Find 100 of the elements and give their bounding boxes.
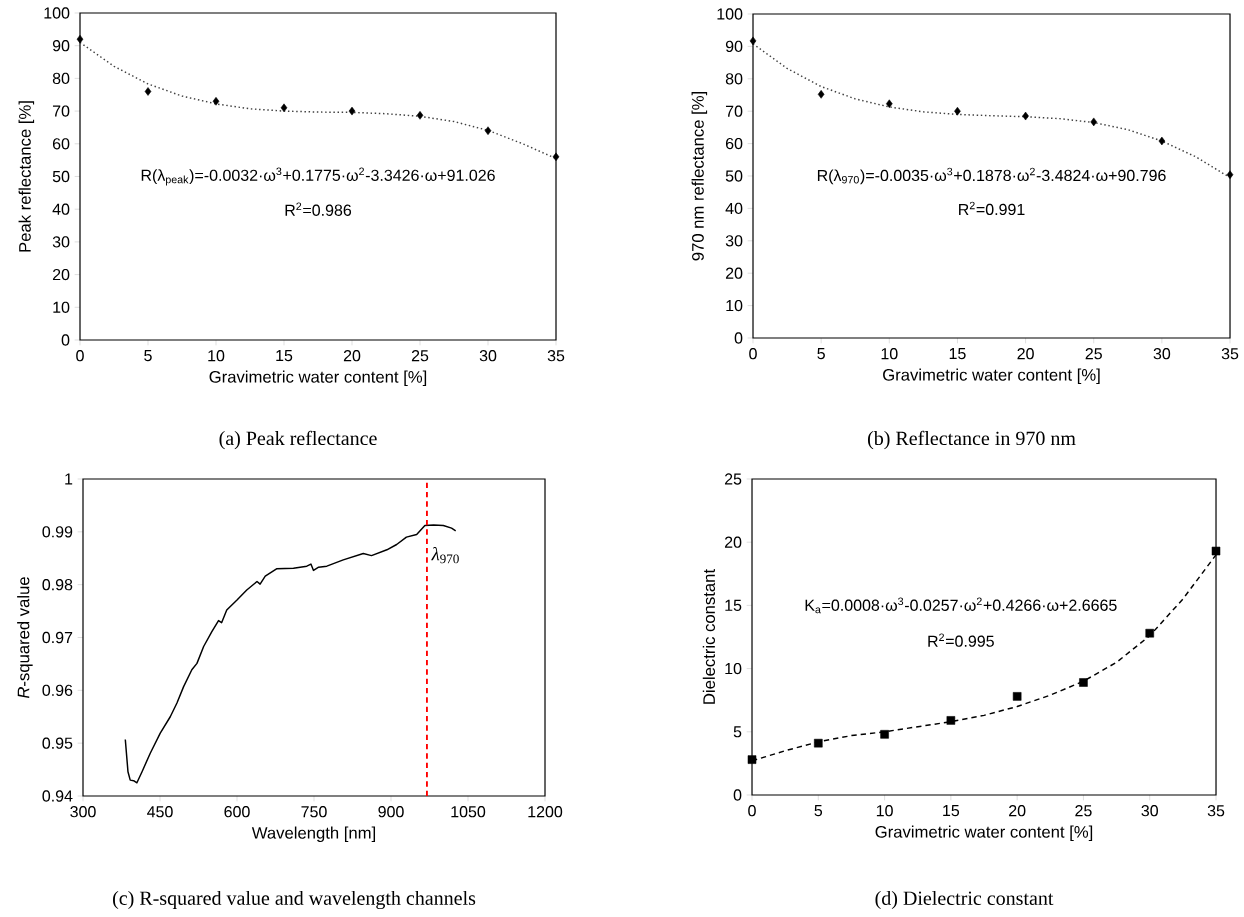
y-tick-label: 0.98 (42, 579, 73, 591)
x-tick-label: 15 (943, 805, 960, 817)
y-tick-label: 100 (717, 8, 743, 20)
x-tick-label: 20 (1009, 805, 1026, 817)
point (954, 106, 961, 116)
point (814, 738, 823, 748)
y-tick-label: 10 (725, 662, 742, 675)
annotation: R$^{2}$=0.986 (285, 202, 352, 216)
text: (c) R-squared value and wavelength channels (113, 890, 476, 910)
y-tick-label: 40 (52, 203, 70, 215)
y-tick-label: 5 (733, 726, 742, 738)
point (348, 106, 356, 116)
x-tick-label: 900 (378, 806, 404, 818)
x-tick-label: 0 (748, 805, 756, 817)
x-tick-label: 600 (224, 806, 250, 818)
point (880, 730, 889, 739)
y-tick-label: 10 (726, 299, 743, 312)
point (76, 34, 84, 44)
x-tick-label: 0 (76, 350, 84, 362)
x-tick-label: 750 (301, 806, 327, 818)
x-tick-label: 0 (749, 348, 757, 360)
point (1145, 628, 1154, 638)
y-tick-label: 20 (725, 267, 743, 279)
x-tick-label: 30 (1153, 348, 1171, 360)
x-tick-label: 35 (1207, 805, 1225, 817)
y-tick-label: 30 (725, 235, 743, 247)
y-tick-label: 60 (52, 138, 70, 150)
x-tick-label: 300 (70, 806, 96, 818)
y-tick-label: 70 (725, 105, 743, 117)
x-tick-label: 35 (1221, 348, 1239, 360)
ref-line-label: λ$_{970}$ (431, 547, 459, 564)
y-tick-label: 0.99 (42, 526, 73, 538)
point (1079, 678, 1088, 687)
y-axis-title: 970 nm reflectance [%] (691, 91, 708, 261)
y-axis-title: R-squared value (17, 577, 33, 699)
line-series (124, 524, 457, 784)
y-tick-label: 60 (725, 137, 743, 150)
y-tick-label: 15 (725, 599, 742, 611)
point (817, 90, 825, 99)
point (1012, 692, 1022, 701)
y-tick-label: 30 (52, 236, 70, 248)
x-tick-label: 20 (343, 350, 361, 362)
point (946, 716, 956, 725)
x-tick-label: 10 (208, 350, 225, 362)
x-tick-label: 1050 (451, 806, 486, 818)
point (484, 126, 492, 135)
x-tick-label: 25 (411, 350, 429, 362)
point (1158, 136, 1166, 146)
y-tick-label: 10 (53, 301, 70, 313)
y-tick-label: 90 (52, 40, 70, 52)
y-tick-label: 50 (52, 170, 70, 183)
y-tick-label: 70 (52, 105, 70, 117)
x-tick-label: 1200 (528, 806, 563, 818)
x-axis-title: Gravimetric water content [%] (209, 370, 427, 387)
point (144, 87, 152, 96)
point (886, 99, 893, 109)
annotation: R$^{2}$=0.995 (928, 633, 994, 647)
point (1226, 170, 1234, 179)
annotation: R(λ$_{peak}$)=-0.0032·ω$^{3}$+0.1775·ω$^{2}$-3.3426·ω+91.026 (141, 167, 495, 186)
y-tick-label: 40 (725, 202, 743, 215)
y-tick-label: 0 (61, 334, 70, 346)
x-axis-title: Gravimetric water content [%] (883, 368, 1100, 385)
x-tick-label: 5 (144, 350, 152, 362)
y-tick-label: 0 (734, 332, 743, 344)
x-tick-label: 450 (147, 806, 173, 818)
x-tick-label: 30 (479, 350, 497, 362)
point (1090, 117, 1097, 127)
x-tick-label: 25 (1085, 348, 1102, 360)
point (749, 36, 757, 46)
x-axis-title: Gravimetric water content [%] (875, 825, 1093, 842)
x-axis-title: Wavelength [nm] (251, 826, 376, 843)
y-tick-label: 20 (724, 536, 742, 548)
y-tick-label: 25 (724, 473, 742, 485)
y-tick-label: 50 (725, 170, 743, 182)
point (212, 97, 220, 106)
y-tick-label: 0.95 (42, 737, 73, 749)
annotation: K$_{a}$=0.0008·ω$^{3}$-0.0257·ω$^{2}$+0.4266·ω+2.6665 (805, 597, 1117, 614)
y-tick-label: 0 (733, 789, 742, 801)
y-axis-title: Peak reflectance [%] (18, 101, 35, 252)
y-tick-label: 80 (725, 73, 743, 85)
x-tick-label: 15 (949, 348, 966, 360)
x-tick-label: 10 (876, 805, 893, 817)
x-tick-label: 5 (814, 805, 823, 817)
point (552, 152, 560, 162)
point (1022, 111, 1029, 121)
y-tick-label: 20 (52, 268, 70, 281)
x-tick-label: 5 (817, 348, 825, 360)
x-tick-label: 10 (881, 348, 898, 360)
x-tick-label: 25 (1075, 805, 1092, 817)
y-tick-label: 0.97 (42, 631, 73, 644)
y-tick-label: 1 (65, 473, 73, 485)
point (280, 103, 288, 113)
point (1211, 546, 1221, 556)
x-tick-label: 35 (547, 350, 565, 362)
y-axis-title: Dielectric constant (702, 569, 716, 704)
x-tick-label: 30 (1141, 805, 1159, 817)
x-tick-label: 15 (276, 350, 293, 362)
annotation: R$^{2}$=0.991 (959, 201, 1025, 216)
y-tick-label: 100 (44, 7, 70, 19)
text: (b) Reflectance in 970 nm (867, 430, 1076, 450)
